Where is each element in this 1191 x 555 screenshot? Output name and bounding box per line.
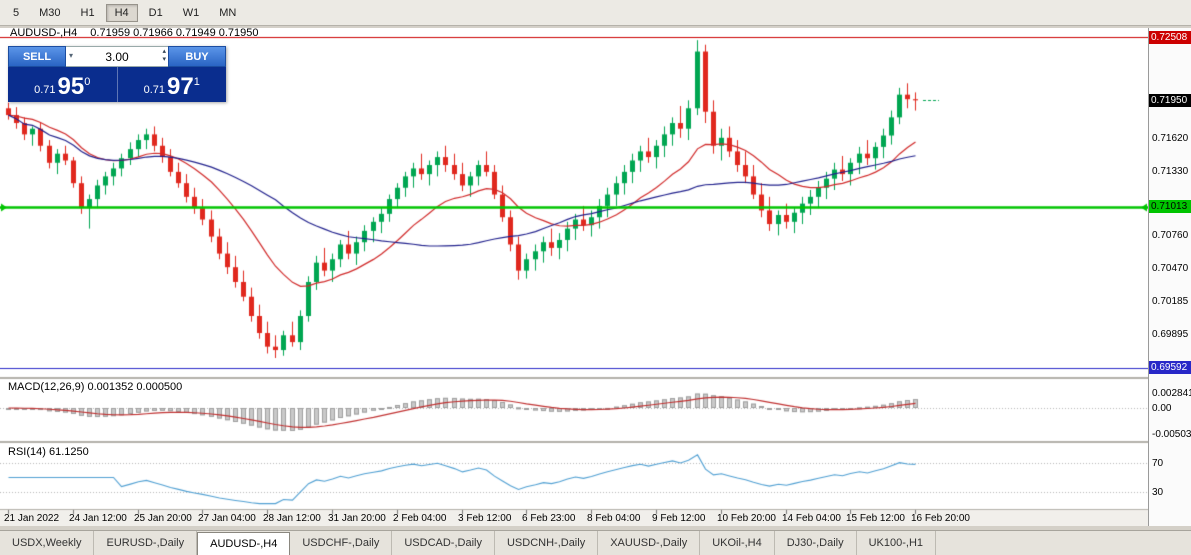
time-axis-label: 21 Jan 2022 <box>4 513 60 524</box>
chart-tab-eurusd-daily[interactable]: EURUSD-,Daily <box>94 531 198 555</box>
timeframe-button-mn[interactable]: MN <box>210 4 245 22</box>
chart-tab-usdx-weekly[interactable]: USDX,Weekly <box>0 531 95 555</box>
time-axis-label: 9 Feb 12:00 <box>652 513 706 524</box>
trade-prices-row: 0.71 95 0 0.71 97 1 <box>8 67 226 102</box>
time-axis-label: 16 Feb 20:00 <box>911 513 970 524</box>
sell-button[interactable]: SELL <box>8 46 66 67</box>
resistance-price-badge: 0.72508 <box>1149 30 1191 44</box>
timeframe-button-m30[interactable]: M30 <box>30 4 69 22</box>
price-axis: 0.71620 0.71330 0.70760 0.70470 0.70185 0.698… <box>1148 28 1191 526</box>
time-axis-label: 15 Feb 12:00 <box>846 513 905 524</box>
chart-tab-audusd-h4[interactable]: AUDUSD-,H4 <box>197 532 291 555</box>
time-axis-label: 10 Feb 20:00 <box>717 513 776 524</box>
timeframe-toolbar: 5 M30 H1 H4 D1 W1 MN <box>0 0 1191 26</box>
volume-dropdown-icon[interactable]: ▾ <box>69 51 74 60</box>
buy-price[interactable]: 0.71 97 1 <box>118 67 227 102</box>
price-axis-label: 0.71330 <box>1152 165 1189 177</box>
sell-price[interactable]: 0.71 95 0 <box>8 67 118 102</box>
macd-axis-label: 0.00 <box>1152 403 1172 414</box>
timeframe-button-w1[interactable]: W1 <box>174 4 209 22</box>
chart-tab-usdchf-daily[interactable]: USDCHF-,Daily <box>290 531 393 555</box>
price-axis-label: 0.70185 <box>1152 295 1189 307</box>
timeframe-button-d1[interactable]: D1 <box>140 4 172 22</box>
sell-price-sup: 0 <box>84 76 91 88</box>
sell-price-big: 95 <box>57 73 85 100</box>
sell-price-prefix: 0.71 <box>34 84 56 96</box>
current-price-badge: 0.71950 <box>1149 93 1191 107</box>
macd-label: MACD(12,26,9) 0.001352 0.000500 <box>8 381 183 393</box>
chart-tab-ukoil-h4[interactable]: UKOil-,H4 <box>700 531 775 555</box>
volume-spinner[interactable]: ▴ ▾ <box>162 48 166 64</box>
chart-title: AUDUSD-,H4 0.71959 0.71966 0.71949 0.719… <box>10 27 259 39</box>
time-axis-label: 3 Feb 12:00 <box>458 513 512 524</box>
price-axis-label: 0.71620 <box>1152 132 1189 144</box>
time-axis-label: 31 Jan 20:00 <box>328 513 386 524</box>
price-axis-label: 0.70760 <box>1152 230 1189 242</box>
time-axis-label: 6 Feb 23:00 <box>522 513 576 524</box>
time-axis-label: 14 Feb 04:00 <box>782 513 841 524</box>
price-axis-label: 0.70470 <box>1152 263 1189 275</box>
timeframe-button-5[interactable]: 5 <box>4 4 28 22</box>
chart-tab-dj30-daily[interactable]: DJ30-,Daily <box>775 531 857 555</box>
time-axis: 21 Jan 2022 24 Jan 12:00 25 Jan 20:00 27 Ja… <box>0 510 1148 528</box>
buy-button[interactable]: BUY <box>168 46 226 67</box>
spin-up-icon[interactable]: ▴ <box>162 48 166 55</box>
rsi-axis-label: 70 <box>1152 458 1164 469</box>
chart-tab-uk100-h1[interactable]: UK100-,H1 <box>857 531 937 555</box>
timeframe-button-h1[interactable]: H1 <box>72 4 104 22</box>
chart-tab-usdcnh-daily[interactable]: USDCNH-,Daily <box>495 531 599 555</box>
chart-tab-xauusd-daily[interactable]: XAUUSD-,Daily <box>598 531 701 555</box>
support-price-badge: 0.71013 <box>1149 200 1191 214</box>
time-axis-label: 2 Feb 04:00 <box>393 513 447 524</box>
time-axis-label: 28 Jan 12:00 <box>263 513 321 524</box>
chart-title-symbol: AUDUSD-,H4 <box>10 27 78 39</box>
timeframe-button-h4[interactable]: H4 <box>105 3 138 22</box>
buy-price-sup: 1 <box>193 76 200 88</box>
chart-tab-bar: USDX,Weekly EURUSD-,Daily AUDUSD-,H4 USDCHF… <box>0 530 1191 555</box>
macd-axis-label: -0.00503 <box>1152 429 1191 441</box>
time-axis-label: 27 Jan 04:00 <box>198 513 256 524</box>
price-axis-label: 0.69895 <box>1152 328 1189 340</box>
time-axis-label: 24 Jan 12:00 <box>69 513 127 524</box>
time-axis-label: 8 Feb 04:00 <box>587 513 641 524</box>
buy-price-prefix: 0.71 <box>143 84 166 96</box>
rsi-axis-label: 30 <box>1152 487 1164 498</box>
one-click-trading-widget: SELL ▾ 3.00 ▴ ▾ BUY 0.71 95 0 0.71 97 1 <box>8 46 226 102</box>
volume-input[interactable]: ▾ 3.00 ▴ ▾ <box>66 46 168 67</box>
time-axis-label: 25 Jan 20:00 <box>134 513 192 524</box>
trade-controls-row: SELL ▾ 3.00 ▴ ▾ BUY <box>8 46 226 67</box>
chart-tab-usdcad-daily[interactable]: USDCAD-,Daily <box>392 531 495 555</box>
volume-value: 3.00 <box>105 49 129 64</box>
spin-down-icon[interactable]: ▾ <box>162 56 166 63</box>
macd-axis-label: 0.002841 <box>1152 388 1191 400</box>
rsi-label: RSI(14) 61.1250 <box>8 446 89 458</box>
buy-price-big: 97 <box>167 73 194 100</box>
chart-title-ohlc: 0.71959 0.71966 0.71949 0.71950 <box>90 27 259 39</box>
lower-line-price-badge: 0.69592 <box>1149 361 1191 375</box>
main-chart-canvas[interactable] <box>0 28 1148 526</box>
